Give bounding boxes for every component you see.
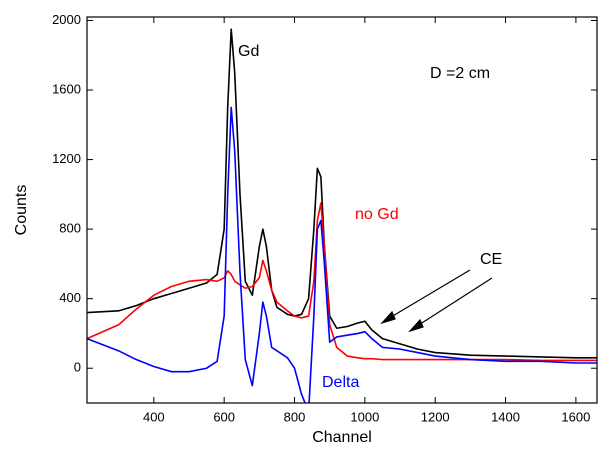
y-tick-label: 800 — [59, 221, 81, 236]
series-line — [87, 202, 597, 362]
x-axis-label: Channel — [312, 429, 372, 446]
arrow — [413, 277, 493, 329]
x-tick-label: 1600 — [561, 409, 590, 424]
x-tick-label: 1200 — [421, 409, 450, 424]
plot-area — [87, 28, 597, 403]
y-tick-label: 0 — [74, 360, 81, 375]
y-tick-label: 1200 — [52, 151, 81, 166]
annotation: CE — [480, 251, 502, 268]
x-tick-label: 1400 — [491, 409, 520, 424]
y-axis-label: Counts — [13, 185, 30, 236]
x-tick-label: 600 — [213, 409, 235, 424]
x-tick-label: 400 — [143, 409, 165, 424]
annotation: no Gd — [355, 206, 399, 223]
series-line — [87, 106, 597, 403]
x-tick-label: 1000 — [350, 409, 379, 424]
arrows — [380, 269, 493, 333]
arrow — [385, 269, 471, 321]
annotation: D =2 cm — [430, 65, 490, 82]
plot-frame — [86, 16, 598, 404]
y-tick-label: 400 — [59, 290, 81, 305]
arrow-head — [408, 318, 424, 333]
x-tick-label: 800 — [284, 409, 306, 424]
y-tick-label: 2000 — [52, 12, 81, 27]
annotation: Delta — [322, 374, 359, 391]
annotation: Gd — [238, 43, 259, 60]
series-line — [87, 28, 597, 359]
y-tick-label: 1600 — [52, 81, 81, 96]
arrow-head — [380, 310, 396, 325]
